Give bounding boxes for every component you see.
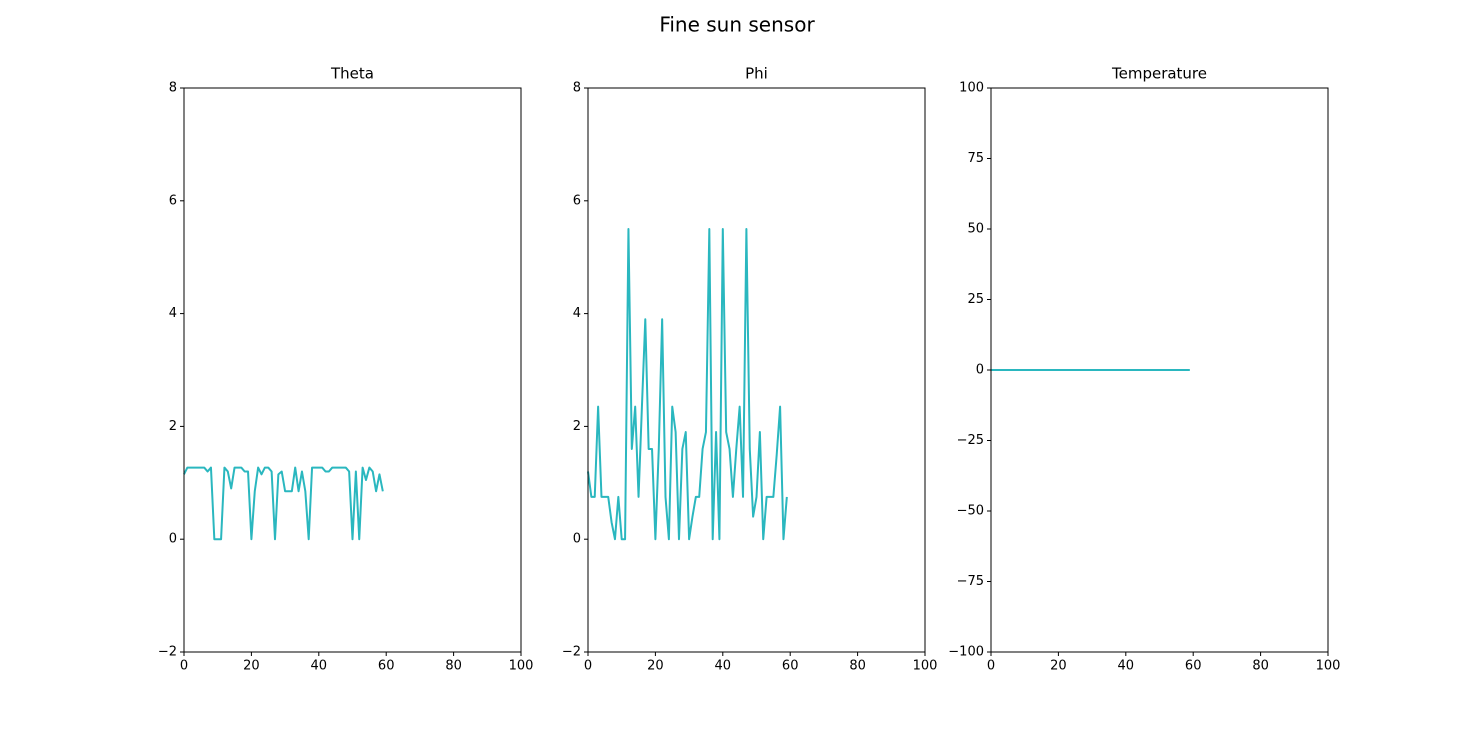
x-tick-label: 60 <box>378 659 395 674</box>
data-line <box>587 228 788 541</box>
axes-frame <box>183 87 522 653</box>
y-tick-label: 8 <box>169 81 177 96</box>
figure-title: Fine sun sensor <box>659 13 815 37</box>
axes-frame <box>587 87 926 653</box>
y-tick-label: 75 <box>967 151 984 166</box>
y-tick-label: 0 <box>573 532 581 547</box>
y-tick-label: −2 <box>158 645 177 660</box>
x-tick-label: 80 <box>1252 659 1269 674</box>
y-tick-label: −100 <box>948 645 984 660</box>
x-tick-label: 20 <box>243 659 260 674</box>
x-tick-label: 80 <box>849 659 866 674</box>
y-tick-label: 6 <box>169 193 177 208</box>
y-tick-label: 50 <box>967 222 984 237</box>
y-tick-label: 100 <box>959 81 984 96</box>
y-tick-label: 4 <box>169 306 177 321</box>
x-tick-label: 60 <box>1185 659 1202 674</box>
y-tick-label: 0 <box>976 363 984 378</box>
y-tick-label: 6 <box>573 193 581 208</box>
y-tick-label: −75 <box>957 574 984 589</box>
x-tick-label: 100 <box>913 659 938 674</box>
axes-frame <box>990 87 1329 653</box>
x-tick-label: 20 <box>647 659 664 674</box>
y-tick-label: 0 <box>169 532 177 547</box>
x-tick-label: 0 <box>987 659 995 674</box>
x-tick-label: 0 <box>180 659 188 674</box>
x-tick-label: 20 <box>1050 659 1067 674</box>
data-line <box>183 466 384 541</box>
x-tick-label: 100 <box>1316 659 1341 674</box>
y-tick-label: −50 <box>957 504 984 519</box>
y-tick-label: −2 <box>562 645 581 660</box>
y-tick-label: 8 <box>573 81 581 96</box>
x-tick-label: 40 <box>1118 659 1135 674</box>
y-tick-label: −25 <box>957 433 984 448</box>
subplot-title: Theta <box>330 65 374 83</box>
subplot-title: Temperature <box>1111 65 1207 83</box>
x-tick-label: 60 <box>782 659 799 674</box>
y-tick-label: 25 <box>967 292 984 307</box>
x-tick-label: 100 <box>509 659 534 674</box>
y-tick-label: 2 <box>573 419 581 434</box>
subplot-title: Phi <box>745 65 768 83</box>
x-tick-label: 0 <box>584 659 592 674</box>
y-tick-label: 2 <box>169 419 177 434</box>
y-tick-label: 4 <box>573 306 581 321</box>
x-tick-label: 40 <box>311 659 328 674</box>
x-tick-label: 40 <box>715 659 732 674</box>
x-tick-label: 80 <box>445 659 462 674</box>
